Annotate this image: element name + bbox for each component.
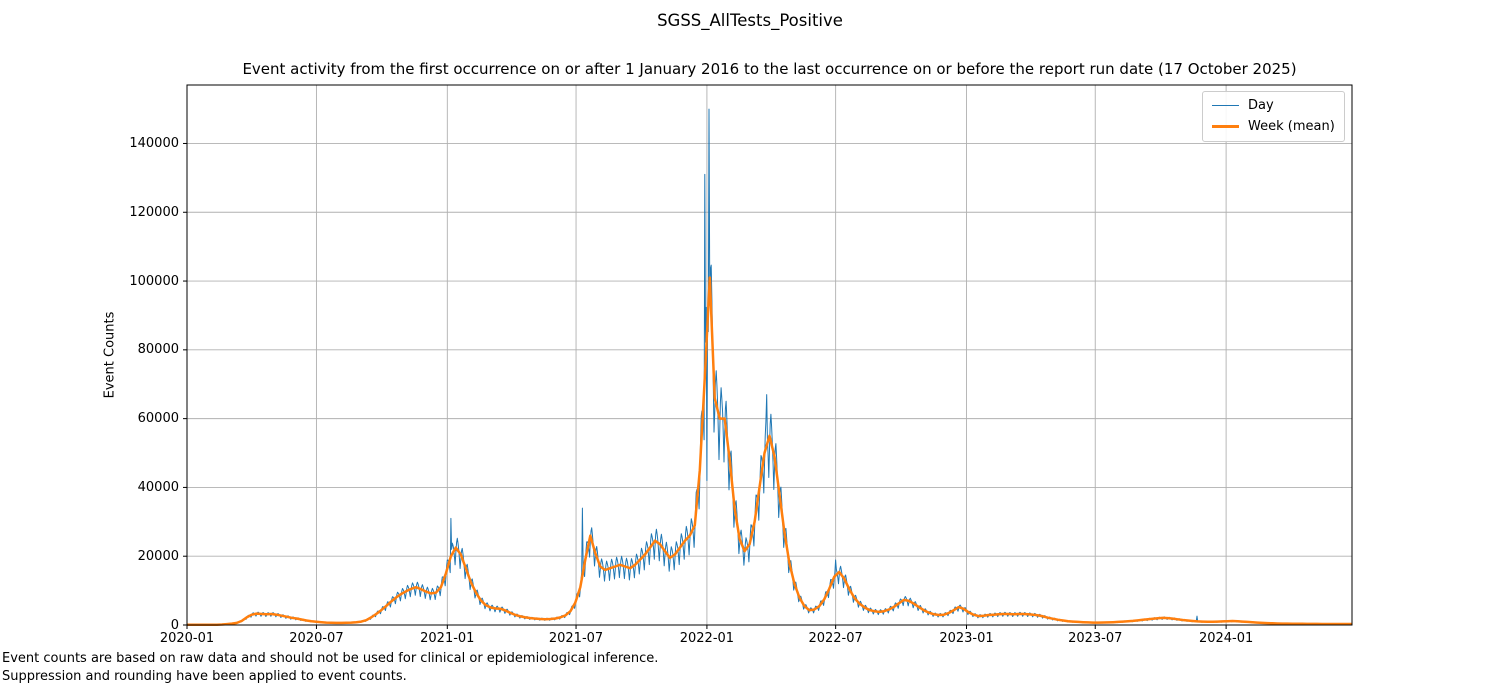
y-axis-label: Event Counts bbox=[102, 311, 118, 399]
week-mean-line bbox=[187, 276, 1352, 627]
x-tick-label: 2021-07 bbox=[548, 631, 604, 646]
y-tick-label: 60000 bbox=[137, 411, 179, 427]
x-tick-label: 2022-01 bbox=[679, 631, 735, 646]
y-tick-label: 0 bbox=[170, 617, 179, 633]
footnote-line-1: Event counts are based on raw data and s… bbox=[2, 651, 659, 666]
footnote-line-2: Suppression and rounding have been appli… bbox=[2, 669, 407, 684]
x-tick-label: 2021-01 bbox=[420, 631, 475, 646]
x-tick-label: 2023-01 bbox=[939, 631, 994, 646]
legend-item: Week (mean) bbox=[1212, 119, 1335, 134]
legend-label: Week (mean) bbox=[1248, 119, 1335, 134]
legend-line-sample bbox=[1212, 125, 1239, 128]
y-tick-label: 100000 bbox=[129, 273, 179, 289]
x-tick-label: 2023-07 bbox=[1068, 631, 1123, 646]
chart-subtitle: Event activity from the first occurrence… bbox=[242, 60, 1297, 78]
legend: Day Week (mean) bbox=[1202, 91, 1345, 142]
y-tick-label: 140000 bbox=[129, 135, 179, 151]
y-tick-label: 80000 bbox=[137, 342, 179, 358]
figure-title: SGSS_AllTests_Positive bbox=[657, 11, 843, 30]
legend-label: Day bbox=[1248, 98, 1274, 113]
x-tick-label: 2020-07 bbox=[289, 631, 344, 646]
y-tick-label: 40000 bbox=[137, 479, 179, 495]
y-tick-label: 20000 bbox=[137, 548, 179, 564]
legend-item: Day bbox=[1212, 98, 1335, 113]
day-line bbox=[187, 108, 1353, 626]
y-tick-label: 120000 bbox=[129, 204, 179, 220]
legend-line-sample bbox=[1212, 105, 1239, 106]
x-tick-label: 2024-01 bbox=[1198, 631, 1254, 646]
plot-area bbox=[183, 84, 1353, 629]
axes-frame bbox=[186, 84, 1353, 626]
x-tick-label: 2020-01 bbox=[159, 631, 215, 646]
x-tick-label: 2022-07 bbox=[808, 631, 863, 646]
